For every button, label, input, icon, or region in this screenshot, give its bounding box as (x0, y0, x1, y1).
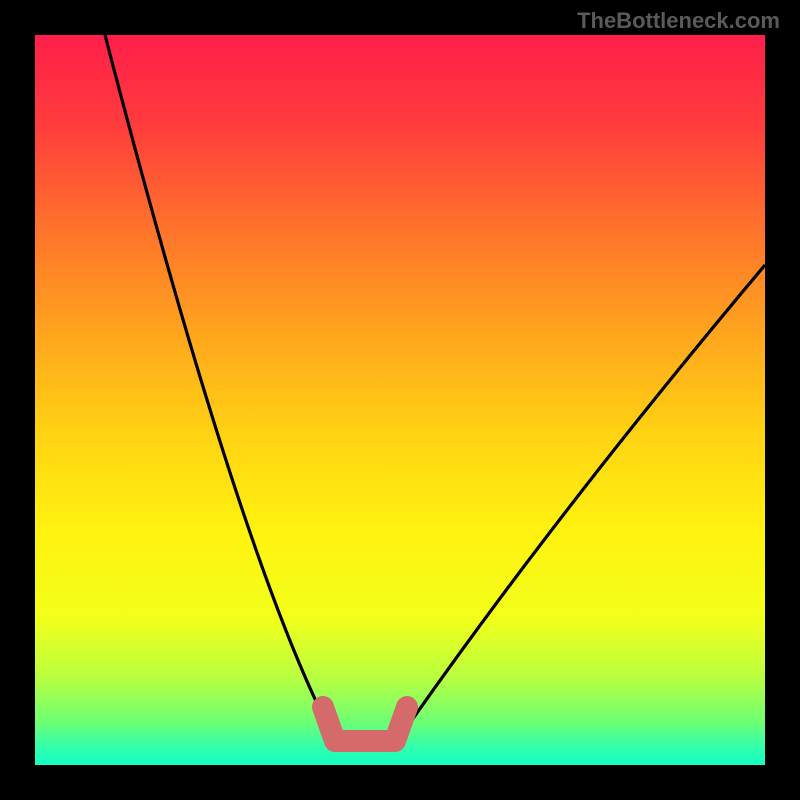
valley-marker (323, 707, 407, 741)
bottleneck-curve-left (105, 35, 330, 730)
bottleneck-curve-right (405, 265, 765, 730)
plot-area (35, 35, 765, 765)
watermark-text: TheBottleneck.com (577, 8, 780, 34)
curve-svg (35, 35, 765, 765)
